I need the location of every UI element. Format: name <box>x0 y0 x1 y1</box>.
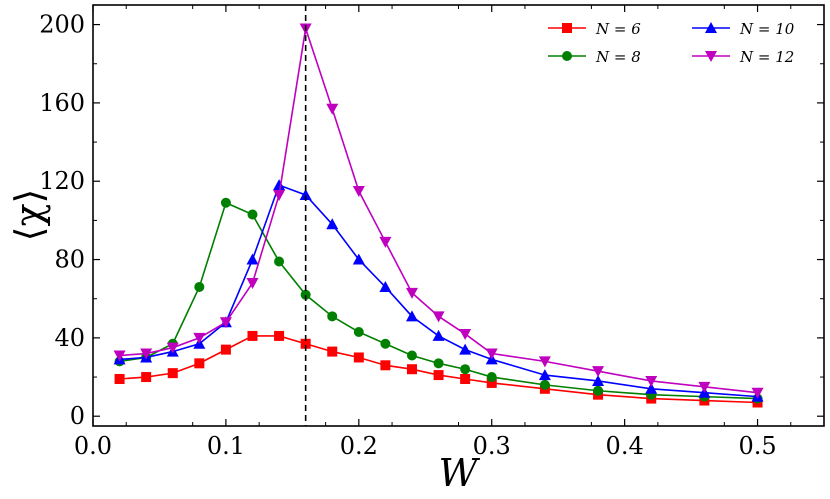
x-tick-label: 0.5 <box>738 432 776 460</box>
y-tick-labels: 0 40 80 120 160 200 <box>39 11 85 431</box>
legend-item: N = 8 <box>548 48 641 66</box>
legend-label: N = 6 <box>595 20 641 38</box>
data-point <box>219 317 232 329</box>
data-point <box>645 382 658 394</box>
data-point <box>140 348 153 360</box>
data-point <box>538 369 551 381</box>
data-point <box>274 330 285 341</box>
data-point <box>299 188 312 200</box>
data-point <box>326 218 339 230</box>
data-point <box>698 381 711 393</box>
data-point <box>592 366 605 378</box>
y-axis-label: ⟨χ⟩ <box>7 189 51 242</box>
data-point <box>460 374 471 385</box>
series-line <box>119 335 758 404</box>
data-point <box>166 342 179 354</box>
data-point <box>194 358 205 369</box>
data-point <box>300 289 311 300</box>
data-point <box>406 364 417 375</box>
data-point <box>273 189 286 201</box>
legend-item: N = 6 <box>548 20 641 38</box>
data-point <box>273 179 286 191</box>
y-tick-label: 160 <box>39 89 85 117</box>
y-tick-label: 200 <box>39 11 85 39</box>
data-point <box>432 311 445 323</box>
y-tick-label: 80 <box>54 246 85 274</box>
x-axis-label: W <box>438 451 480 495</box>
legend-marker <box>705 51 717 62</box>
x-tick-label: 0.2 <box>340 432 378 460</box>
data-point <box>193 332 206 344</box>
data-point <box>405 287 418 299</box>
series-layer <box>113 23 764 408</box>
data-point <box>433 370 444 381</box>
data-point <box>327 311 338 322</box>
data-point <box>246 278 259 290</box>
data-point <box>352 253 365 265</box>
data-point <box>459 328 472 340</box>
data-point <box>220 197 231 208</box>
series-line <box>119 184 758 398</box>
legend-item: N = 10 <box>692 20 795 38</box>
data-point <box>246 253 259 265</box>
data-point <box>380 360 391 371</box>
x-tick-label: 0.0 <box>74 432 112 460</box>
x-tick-label: 0.4 <box>606 432 644 460</box>
x-tick-label: 0.1 <box>207 432 245 460</box>
data-point <box>539 379 550 390</box>
data-point <box>645 375 658 387</box>
y-tick-label: 120 <box>39 167 85 195</box>
x-tick-labels: 0.0 0.1 0.2 0.3 0.4 0.5 <box>74 432 777 460</box>
data-point <box>485 348 498 360</box>
data-point <box>113 350 126 362</box>
data-point <box>327 346 338 357</box>
legend-marker <box>562 51 572 61</box>
data-point <box>486 377 497 388</box>
legend-label: N = 12 <box>739 48 794 66</box>
series-0 <box>114 330 763 408</box>
legend-label: N = 10 <box>739 20 795 38</box>
data-point <box>300 338 311 349</box>
data-point <box>353 352 364 363</box>
data-point <box>751 387 764 399</box>
data-point <box>592 374 605 386</box>
y-tick-label: 0 <box>70 402 85 430</box>
data-point <box>538 356 551 368</box>
data-point <box>141 372 152 383</box>
data-point <box>114 374 125 385</box>
legend-marker <box>705 22 717 33</box>
legend-label: N = 8 <box>595 48 641 66</box>
legend: N = 6 N = 8 N = 10 N = 12 <box>548 20 795 66</box>
data-point <box>194 281 205 292</box>
data-point <box>593 385 604 396</box>
series-3 <box>113 23 764 399</box>
data-point <box>352 186 365 198</box>
data-point <box>486 372 497 383</box>
data-point <box>379 280 392 292</box>
data-point <box>220 344 231 355</box>
data-point <box>167 368 178 379</box>
data-point <box>274 256 285 267</box>
ticks-layer <box>92 5 824 426</box>
data-point <box>433 358 444 369</box>
data-point <box>380 338 391 349</box>
data-point <box>405 310 418 322</box>
data-point <box>459 343 472 355</box>
data-point <box>326 103 339 115</box>
x-tick-label: 0.3 <box>473 432 511 460</box>
data-point <box>247 209 258 220</box>
data-point <box>432 329 445 341</box>
data-point <box>460 364 471 375</box>
y-tick-label: 40 <box>54 324 85 352</box>
data-point <box>247 330 258 341</box>
data-point <box>379 236 392 248</box>
legend-item: N = 12 <box>692 48 794 66</box>
legend-marker <box>562 23 572 33</box>
data-point <box>406 350 417 361</box>
data-point <box>353 327 364 338</box>
series-line <box>119 201 758 400</box>
